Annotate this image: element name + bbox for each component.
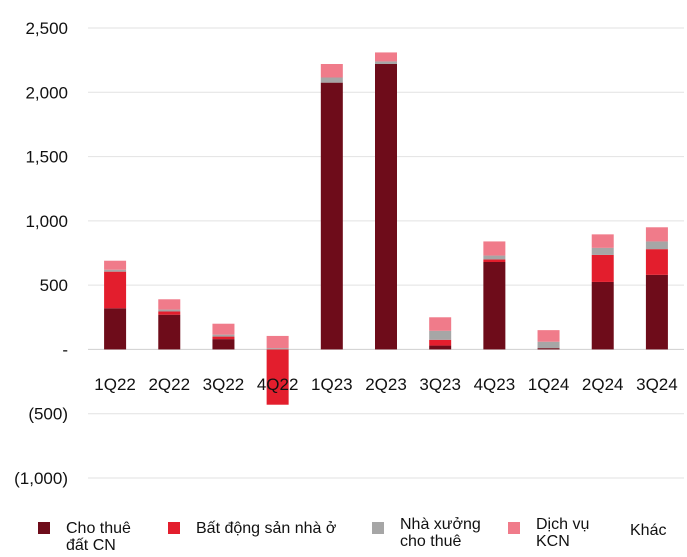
- legend-swatch: [38, 522, 50, 534]
- bar-segment: [429, 317, 452, 331]
- bar-segment: [320, 82, 343, 350]
- legend-item: Bất động sản nhà ở: [168, 512, 336, 537]
- bar-segment: [483, 255, 506, 260]
- legend-swatch: [508, 522, 520, 534]
- legend-item: Cho thuê đất CN: [38, 512, 131, 554]
- y-tick-label: (1,000): [14, 469, 68, 488]
- bar-segment: [158, 309, 181, 312]
- legend-swatch: [372, 522, 384, 534]
- bar-segment: [429, 339, 452, 346]
- x-tick-label: 3Q23: [419, 375, 461, 394]
- bar-segment: [429, 345, 452, 350]
- legend-swatch: [168, 522, 180, 534]
- bar-segment: [645, 274, 668, 350]
- y-tick-label: 500: [40, 276, 68, 295]
- bar-segment: [104, 308, 127, 350]
- legend-item: Dịch vụ KCN: [508, 512, 589, 550]
- x-tick-label: 1Q22: [94, 375, 136, 394]
- y-tick-label: 2,500: [25, 19, 68, 38]
- bar-segment: [158, 314, 181, 350]
- y-tick-label: -: [62, 340, 68, 359]
- x-axis: 1Q22 2Q22 3Q22 4Q22 1Q23 2Q23 3Q23 4Q23 1Q24 2Q24…: [94, 375, 677, 394]
- bar-segment: [537, 341, 560, 349]
- legend-label: Nhà xưởng cho thuê: [400, 516, 481, 550]
- bar-segment: [483, 259, 506, 262]
- bar-segment: [375, 61, 397, 64]
- bar-segment: [537, 330, 560, 342]
- bar-segment: [537, 348, 560, 350]
- bar-segment: [375, 52, 397, 62]
- y-axis: (1,000) (500) - 500 1,000 1,500 2,000 2,500: [14, 19, 68, 488]
- bar-segment: [320, 64, 343, 78]
- bar-segment: [483, 241, 506, 256]
- y-tick-label: 1,500: [25, 148, 68, 167]
- bar-segment: [591, 254, 614, 282]
- bar-segment: [483, 262, 506, 350]
- bar-segment: [429, 330, 452, 340]
- bar-segment: [591, 247, 614, 255]
- bar-segment: [320, 77, 343, 83]
- x-tick-label: 4Q23: [474, 375, 516, 394]
- x-tick-label: 2Q24: [582, 375, 624, 394]
- legend-label: Khác: [630, 522, 667, 539]
- bar-segment: [212, 339, 235, 350]
- bar-segment: [104, 260, 127, 270]
- bar-segment: [212, 336, 235, 340]
- bar-segment: [158, 311, 181, 315]
- bar-segment: [158, 299, 181, 310]
- bar-segment: [212, 323, 235, 335]
- bars: [104, 52, 668, 405]
- legend: Cho thuê đất CN Bất động sản nhà ở Nhà xưở…: [0, 512, 687, 557]
- bar-segment: [266, 348, 289, 350]
- bar-segment: [266, 335, 289, 349]
- bar-segment: [266, 349, 289, 405]
- bar-segment: [645, 227, 668, 242]
- bar-segment: [591, 234, 614, 248]
- bar-segment: [645, 241, 668, 250]
- bar-segment: [212, 334, 235, 337]
- legend-label: Dịch vụ KCN: [536, 516, 590, 550]
- x-tick-label: 3Q22: [203, 375, 245, 394]
- legend-item: Nhà xưởng cho thuê: [372, 512, 481, 550]
- legend-label: Bất động sản nhà ở: [196, 520, 337, 537]
- y-tick-label: 1,000: [25, 212, 68, 231]
- x-tick-label: 4Q22: [257, 375, 299, 394]
- legend-label: Cho thuê đất CN: [66, 520, 131, 554]
- x-tick-label: 3Q24: [636, 375, 678, 394]
- x-tick-label: 2Q23: [365, 375, 407, 394]
- bar-segment: [591, 281, 614, 350]
- stacked-bar-chart: (1,000) (500) - 500 1,000 1,500 2,000 2,500 1Q2…: [14, 19, 684, 488]
- bar-segment: [104, 271, 127, 309]
- x-tick-label: 1Q23: [311, 375, 353, 394]
- x-tick-label: 2Q22: [148, 375, 190, 394]
- y-tick-label: (500): [28, 405, 68, 424]
- bar-segment: [645, 249, 668, 275]
- x-tick-label: 1Q24: [528, 375, 570, 394]
- bar-segment: [104, 269, 127, 272]
- y-tick-label: 2,000: [25, 83, 68, 102]
- bar-segment: [375, 64, 397, 350]
- legend-item: Khác: [630, 512, 666, 539]
